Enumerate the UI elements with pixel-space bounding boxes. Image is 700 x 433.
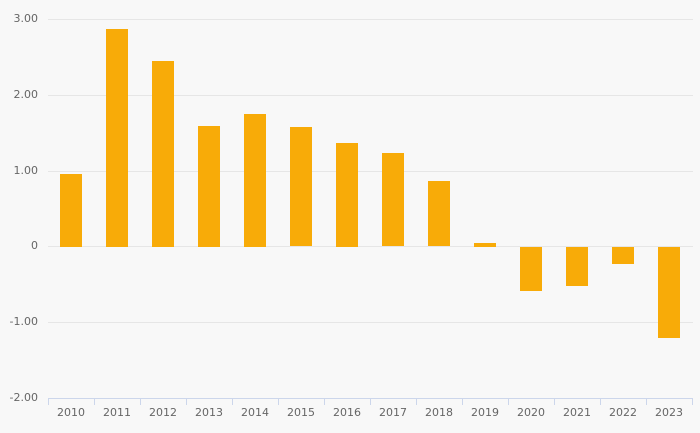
x-axis-tick bbox=[370, 399, 371, 405]
x-axis-label: 2021 bbox=[563, 406, 591, 419]
x-axis-tick bbox=[462, 399, 463, 405]
x-axis-line bbox=[48, 398, 693, 399]
bar-2017[interactable] bbox=[382, 153, 404, 246]
y-axis-label: -1.00 bbox=[9, 315, 38, 328]
x-axis-label: 2012 bbox=[149, 406, 177, 419]
x-axis-label: 2015 bbox=[287, 406, 315, 419]
x-axis-tick bbox=[554, 399, 555, 405]
x-axis-tick bbox=[646, 399, 647, 405]
y-axis-label: 1.00 bbox=[13, 164, 39, 177]
x-axis-tick bbox=[232, 399, 233, 405]
x-axis-label: 2016 bbox=[333, 406, 361, 419]
x-axis-tick bbox=[508, 399, 509, 405]
grid-line bbox=[48, 19, 693, 20]
x-axis-tick bbox=[278, 399, 279, 405]
bar-2015[interactable] bbox=[290, 127, 312, 246]
grid-line bbox=[48, 322, 693, 323]
x-axis-label: 2018 bbox=[425, 406, 453, 419]
y-axis-label: 0 bbox=[31, 239, 38, 252]
bar-2010[interactable] bbox=[60, 174, 82, 247]
bar-2021[interactable] bbox=[566, 247, 588, 286]
bar-2020[interactable] bbox=[520, 247, 542, 291]
bar-2023[interactable] bbox=[658, 247, 680, 338]
bar-2019[interactable] bbox=[474, 243, 496, 247]
bar-2016[interactable] bbox=[336, 143, 358, 247]
x-axis-label: 2014 bbox=[241, 406, 269, 419]
x-axis-tick bbox=[416, 399, 417, 405]
bar-2022[interactable] bbox=[612, 247, 634, 264]
grid-line bbox=[48, 171, 693, 172]
x-axis-tick bbox=[140, 399, 141, 405]
y-axis-label: 3.00 bbox=[13, 12, 39, 25]
bar-2014[interactable] bbox=[244, 114, 266, 247]
bar-2018[interactable] bbox=[428, 181, 450, 246]
x-axis-label: 2011 bbox=[103, 406, 131, 419]
x-axis-tick bbox=[692, 399, 693, 405]
x-axis-label: 2019 bbox=[471, 406, 499, 419]
x-axis-label: 2023 bbox=[655, 406, 683, 419]
grid-line bbox=[48, 95, 693, 96]
bar-2012[interactable] bbox=[152, 61, 174, 247]
x-axis-tick bbox=[600, 399, 601, 405]
bar-2011[interactable] bbox=[106, 29, 128, 247]
x-axis-tick bbox=[186, 399, 187, 405]
bar-2013[interactable] bbox=[198, 126, 220, 247]
x-axis-label: 2022 bbox=[609, 406, 637, 419]
x-axis-label: 2010 bbox=[57, 406, 85, 419]
y-axis-label: 2.00 bbox=[13, 88, 39, 101]
x-axis-label: 2020 bbox=[517, 406, 545, 419]
grid-line bbox=[48, 246, 693, 247]
x-axis-label: 2017 bbox=[379, 406, 407, 419]
x-axis-tick bbox=[94, 399, 95, 405]
x-axis-tick bbox=[48, 399, 49, 405]
x-axis-tick bbox=[324, 399, 325, 405]
y-axis-label: -2.00 bbox=[9, 391, 38, 404]
x-axis-label: 2013 bbox=[195, 406, 223, 419]
